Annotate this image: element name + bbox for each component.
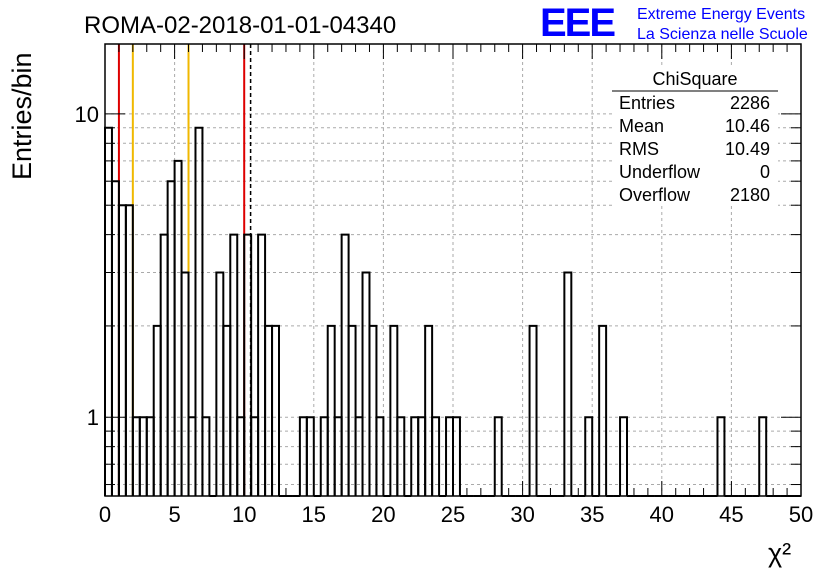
x-tick-label: 50: [789, 502, 813, 527]
x-tick-label: 5: [168, 502, 180, 527]
histogram-bin: [194, 126, 204, 496]
histogram-bin: [528, 324, 538, 496]
eee-logo-mark: EEE: [540, 1, 615, 45]
y-tick-label: 10: [75, 102, 99, 127]
stats-box-background: [612, 66, 778, 206]
histogram-bin: [229, 233, 239, 496]
x-tick-label: 10: [232, 502, 256, 527]
stats-row-value: 2180: [730, 185, 770, 205]
y-tick-label: 1: [87, 405, 99, 430]
histogram-bin: [452, 416, 461, 496]
stats-row-label: RMS: [619, 139, 659, 159]
y-tick-labels: 1 10: [75, 102, 99, 430]
histogram-bin: [326, 324, 336, 496]
histogram-bin: [166, 180, 176, 496]
histogram-bin: [110, 180, 120, 496]
stats-row-label: Overflow: [619, 185, 691, 205]
histogram-bin: [389, 324, 399, 496]
histogram-bin: [598, 324, 608, 496]
histogram-bin: [347, 324, 357, 496]
stats-rows: Entries 2286 Mean 10.46 RMS 10.49 Underflow 0 Ov…: [619, 93, 770, 205]
histogram-bin: [180, 271, 190, 496]
x-tick-labels: 0 5 10 15 20 25 30 35 40 45 50: [99, 502, 813, 527]
x-tick-label: 35: [580, 502, 604, 527]
stats-row-label: Mean: [619, 116, 664, 136]
histogram-bin: [758, 416, 768, 496]
x-tick-label: 45: [719, 502, 743, 527]
histogram-bin: [584, 416, 594, 496]
stats-row-label: Entries: [619, 93, 675, 113]
histogram-bin: [424, 324, 434, 496]
histogram-bin: [222, 324, 232, 496]
eee-logo: EEE Extreme Energy Events La Scienza nel…: [540, 1, 808, 45]
histogram-bin: [152, 324, 162, 496]
stats-box: ChiSquare Entries 2286 Mean 10.46 RMS 10.49 Un…: [612, 66, 778, 206]
stats-row-value: 0: [760, 162, 770, 182]
x-tick-label: 20: [371, 502, 395, 527]
histogram-bin: [493, 416, 503, 496]
stats-row-value: 2286: [730, 93, 770, 113]
logo-line-1: Extreme Energy Events: [637, 6, 805, 23]
histogram-bin: [368, 324, 378, 496]
stats-row-value: 10.46: [725, 116, 770, 136]
histogram-bin: [104, 126, 113, 496]
axis-ticks: [104, 44, 802, 496]
x-tick-label: 0: [99, 502, 111, 527]
histogram-bin: [431, 416, 441, 496]
histogram-bin: [619, 416, 628, 496]
plot-title: ROMA-02-2018-01-01-04340: [84, 12, 396, 39]
stats-row-value: 10.49: [725, 139, 770, 159]
logo-line-2: La Scienza nelle Scuole: [637, 26, 808, 43]
histogram-bin: [305, 416, 315, 496]
x-tick-label: 40: [650, 502, 674, 527]
histogram-bin: [117, 204, 127, 496]
x-tick-label: 15: [302, 502, 326, 527]
histogram-bin: [361, 271, 371, 496]
x-axis-title: χ²: [768, 538, 791, 568]
stats-row-label: Underflow: [619, 162, 701, 182]
histogram-bin: [215, 271, 225, 496]
stats-title: ChiSquare: [652, 69, 737, 89]
histogram-bin: [271, 324, 280, 496]
histogram-bin: [340, 233, 350, 496]
histogram-bin: [396, 416, 406, 496]
histogram-bin: [124, 204, 134, 496]
histogram-bin: [257, 233, 267, 496]
histogram-bin: [201, 416, 211, 496]
histogram-bin: [716, 416, 726, 496]
histogram-bin: [563, 271, 573, 496]
histogram-bin: [375, 416, 385, 496]
x-tick-label: 30: [510, 502, 534, 527]
histogram-bin: [173, 159, 183, 496]
x-tick-label: 25: [441, 502, 465, 527]
histogram-bin: [264, 324, 274, 496]
y-axis-title: Entries/bin: [7, 52, 37, 180]
histogram-bin: [159, 233, 169, 496]
histogram-bin: [243, 233, 253, 496]
